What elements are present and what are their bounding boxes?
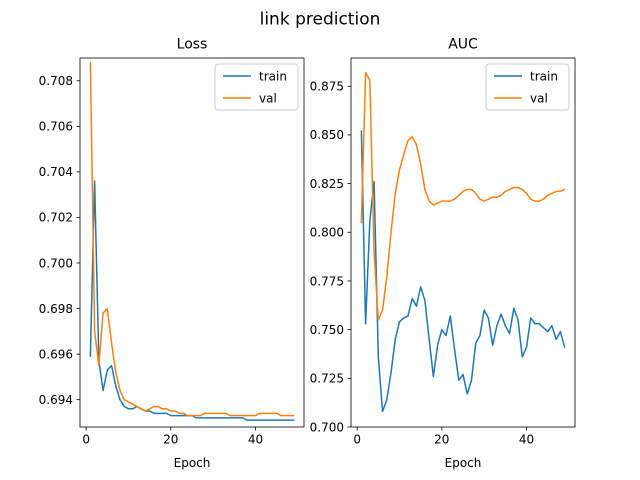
auc-y-tick-label: 0.725	[310, 372, 344, 386]
loss-x-axis-label: Epoch	[174, 456, 211, 470]
loss-y-tick-label: 0.706	[39, 120, 73, 134]
auc-panel: AUC Epoch 0 20 40 0.700 0.725 0.750 0.775 0.800…	[310, 37, 576, 470]
auc-series-val-line	[360, 71, 566, 321]
loss-y-tick-label: 0.694	[39, 393, 73, 407]
loss-series-train-line	[89, 180, 295, 421]
auc-x-axis-label: Epoch	[445, 456, 482, 470]
loss-y-tick-label: 0.700	[39, 256, 73, 270]
auc-plot-area: 0 20 40 0.700 0.725 0.750 0.775 0.800 0.825 0.850…	[310, 57, 576, 447]
loss-legend-label-val: val	[259, 91, 277, 105]
loss-legend: train val	[214, 63, 299, 111]
auc-x-tick-label: 0	[353, 433, 361, 447]
auc-y-tick-label: 0.850	[310, 128, 344, 142]
auc-y-tick-label: 0.875	[310, 80, 344, 94]
auc-y-tick-label: 0.800	[310, 226, 344, 240]
loss-y-tick-label: 0.704	[39, 165, 73, 179]
loss-plot-area: 0 20 40 0.694 0.696 0.698 0.700 0.702 0.704 0.706…	[39, 57, 305, 447]
loss-y-tick-label: 0.702	[39, 211, 73, 225]
loss-panel: Loss Epoch 0 20 40 0.694 0.696 0.698 0.700 0.70…	[39, 37, 305, 470]
loss-x-tick-label: 20	[163, 433, 178, 447]
loss-y-tick-label: 0.708	[39, 74, 73, 88]
auc-legend-label-val: val	[530, 91, 548, 105]
auc-legend-label-train: train	[530, 69, 558, 83]
auc-y-tick-label: 0.825	[310, 177, 344, 191]
loss-title: Loss	[177, 37, 208, 53]
auc-y-tick-label: 0.775	[310, 274, 344, 288]
loss-legend-label-train: train	[259, 69, 287, 83]
loss-axes-frame	[79, 57, 305, 428]
auc-title: AUC	[448, 37, 478, 53]
loss-y-tick-label: 0.696	[39, 347, 73, 361]
loss-x-tick-label: 40	[248, 433, 263, 447]
loss-x-tick-label: 0	[82, 433, 90, 447]
auc-y-tick-label: 0.700	[310, 420, 344, 434]
auc-x-tick-label: 40	[519, 433, 534, 447]
loss-y-tick-label: 0.698	[39, 302, 73, 316]
auc-legend: train val	[485, 63, 570, 111]
auc-y-tick-label: 0.750	[310, 323, 344, 337]
auc-axes-frame	[350, 57, 576, 428]
loss-series-val-line	[89, 61, 295, 417]
auc-x-tick-label: 20	[434, 433, 449, 447]
figure-suptitle: link prediction	[260, 10, 381, 30]
auc-series-train-line	[360, 130, 566, 413]
